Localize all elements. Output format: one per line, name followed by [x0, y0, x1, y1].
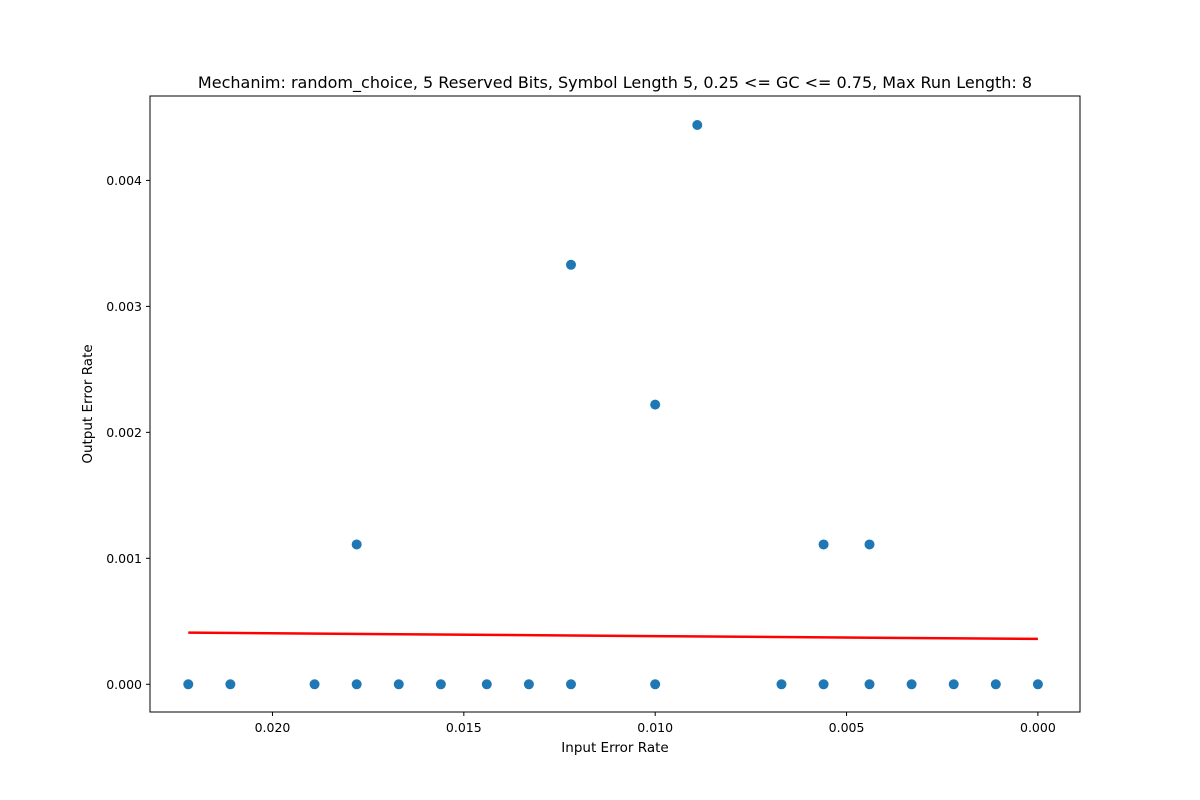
x-tick-label: 0.010 — [637, 720, 673, 735]
data-point — [864, 679, 875, 690]
data-point — [864, 539, 875, 550]
data-point — [990, 679, 1001, 690]
data-point — [309, 679, 320, 690]
data-point — [650, 679, 661, 690]
chart-title: Mechanim: random_choice, 5 Reserved Bits… — [198, 73, 1032, 93]
data-point — [818, 539, 829, 550]
data-point — [776, 679, 787, 690]
trend-line — [188, 631, 1038, 641]
y-tick-label: 0.001 — [106, 551, 142, 566]
x-axis-label: Input Error Rate — [561, 740, 668, 756]
y-tick-label: 0.003 — [106, 299, 142, 314]
trend-line-layer — [188, 631, 1038, 641]
data-points — [183, 119, 1043, 690]
data-point — [481, 679, 492, 690]
y-axis-label: Output Error Rate — [80, 344, 96, 463]
data-point — [351, 539, 362, 550]
data-point — [565, 679, 576, 690]
data-point — [692, 119, 703, 130]
data-point — [565, 259, 576, 270]
data-point — [1032, 679, 1043, 690]
data-point — [650, 399, 661, 410]
plot-frame — [149, 95, 1081, 713]
data-point — [393, 679, 404, 690]
x-axis: 0.020 0.015 0.010 0.005 0.000 — [255, 712, 1056, 735]
data-point — [906, 679, 917, 690]
y-tick-label: 0.004 — [106, 173, 142, 188]
data-point — [435, 679, 446, 690]
x-tick-label: 0.005 — [829, 720, 865, 735]
y-tick-label: 0.000 — [106, 677, 142, 692]
data-point — [523, 679, 534, 690]
y-tick-label: 0.002 — [106, 425, 142, 440]
data-point — [351, 679, 362, 690]
x-tick-label: 0.020 — [255, 720, 291, 735]
data-point — [948, 679, 959, 690]
data-point — [818, 679, 829, 690]
data-point — [183, 679, 194, 690]
x-tick-label: 0.015 — [446, 720, 482, 735]
x-tick-label: 0.000 — [1020, 720, 1056, 735]
data-point — [225, 679, 236, 690]
y-axis: 0.000 0.001 0.002 0.003 0.004 — [106, 173, 150, 692]
